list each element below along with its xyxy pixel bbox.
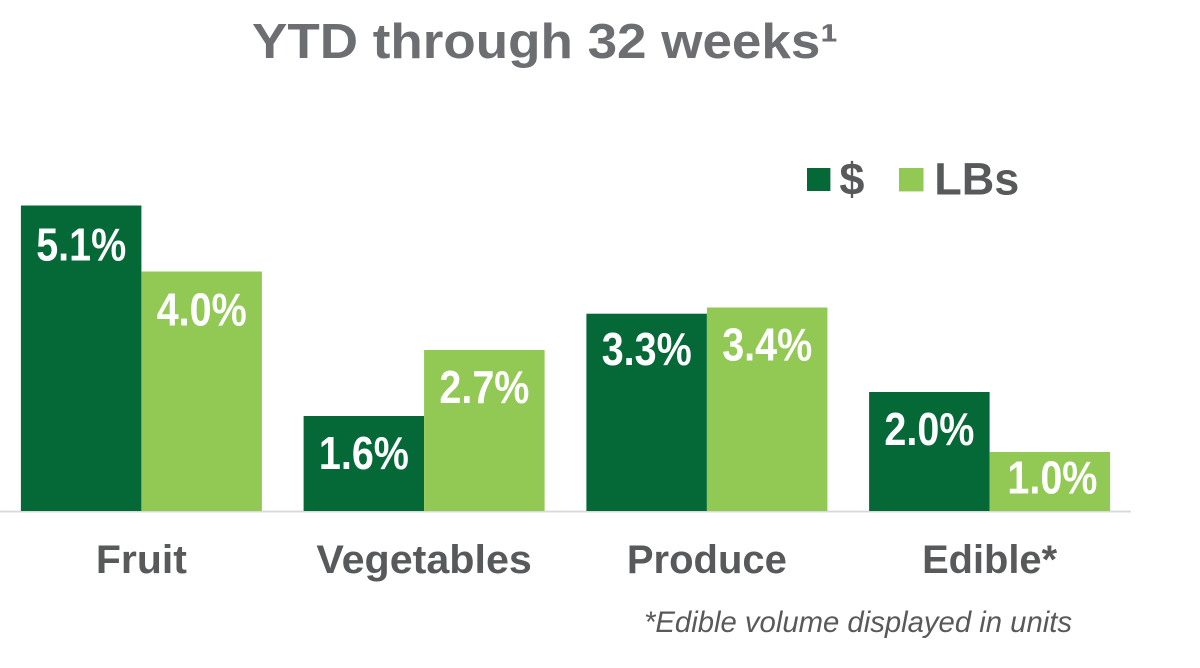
svg-text:3.3%: 3.3% bbox=[602, 323, 692, 375]
svg-text:*Edible volume displayed in un: *Edible volume displayed in units bbox=[644, 606, 1072, 639]
svg-text:4.0%: 4.0% bbox=[157, 284, 247, 336]
svg-text:Fruit: Fruit bbox=[96, 538, 187, 582]
svg-text:2.7%: 2.7% bbox=[439, 361, 529, 413]
svg-text:Vegetables: Vegetables bbox=[316, 538, 532, 582]
svg-text:YTD through 32 weeks¹: YTD through 32 weeks¹ bbox=[252, 15, 838, 69]
svg-text:3.4%: 3.4% bbox=[722, 319, 812, 371]
svg-text:1.6%: 1.6% bbox=[319, 427, 409, 479]
svg-text:2.0%: 2.0% bbox=[884, 403, 974, 455]
svg-text:Edible*: Edible* bbox=[922, 538, 1058, 582]
svg-text:LBs: LBs bbox=[934, 154, 1019, 205]
svg-text:$: $ bbox=[839, 154, 864, 205]
svg-text:5.1%: 5.1% bbox=[36, 218, 126, 270]
svg-text:1.0%: 1.0% bbox=[1007, 452, 1097, 504]
svg-text:Produce: Produce bbox=[627, 538, 787, 582]
